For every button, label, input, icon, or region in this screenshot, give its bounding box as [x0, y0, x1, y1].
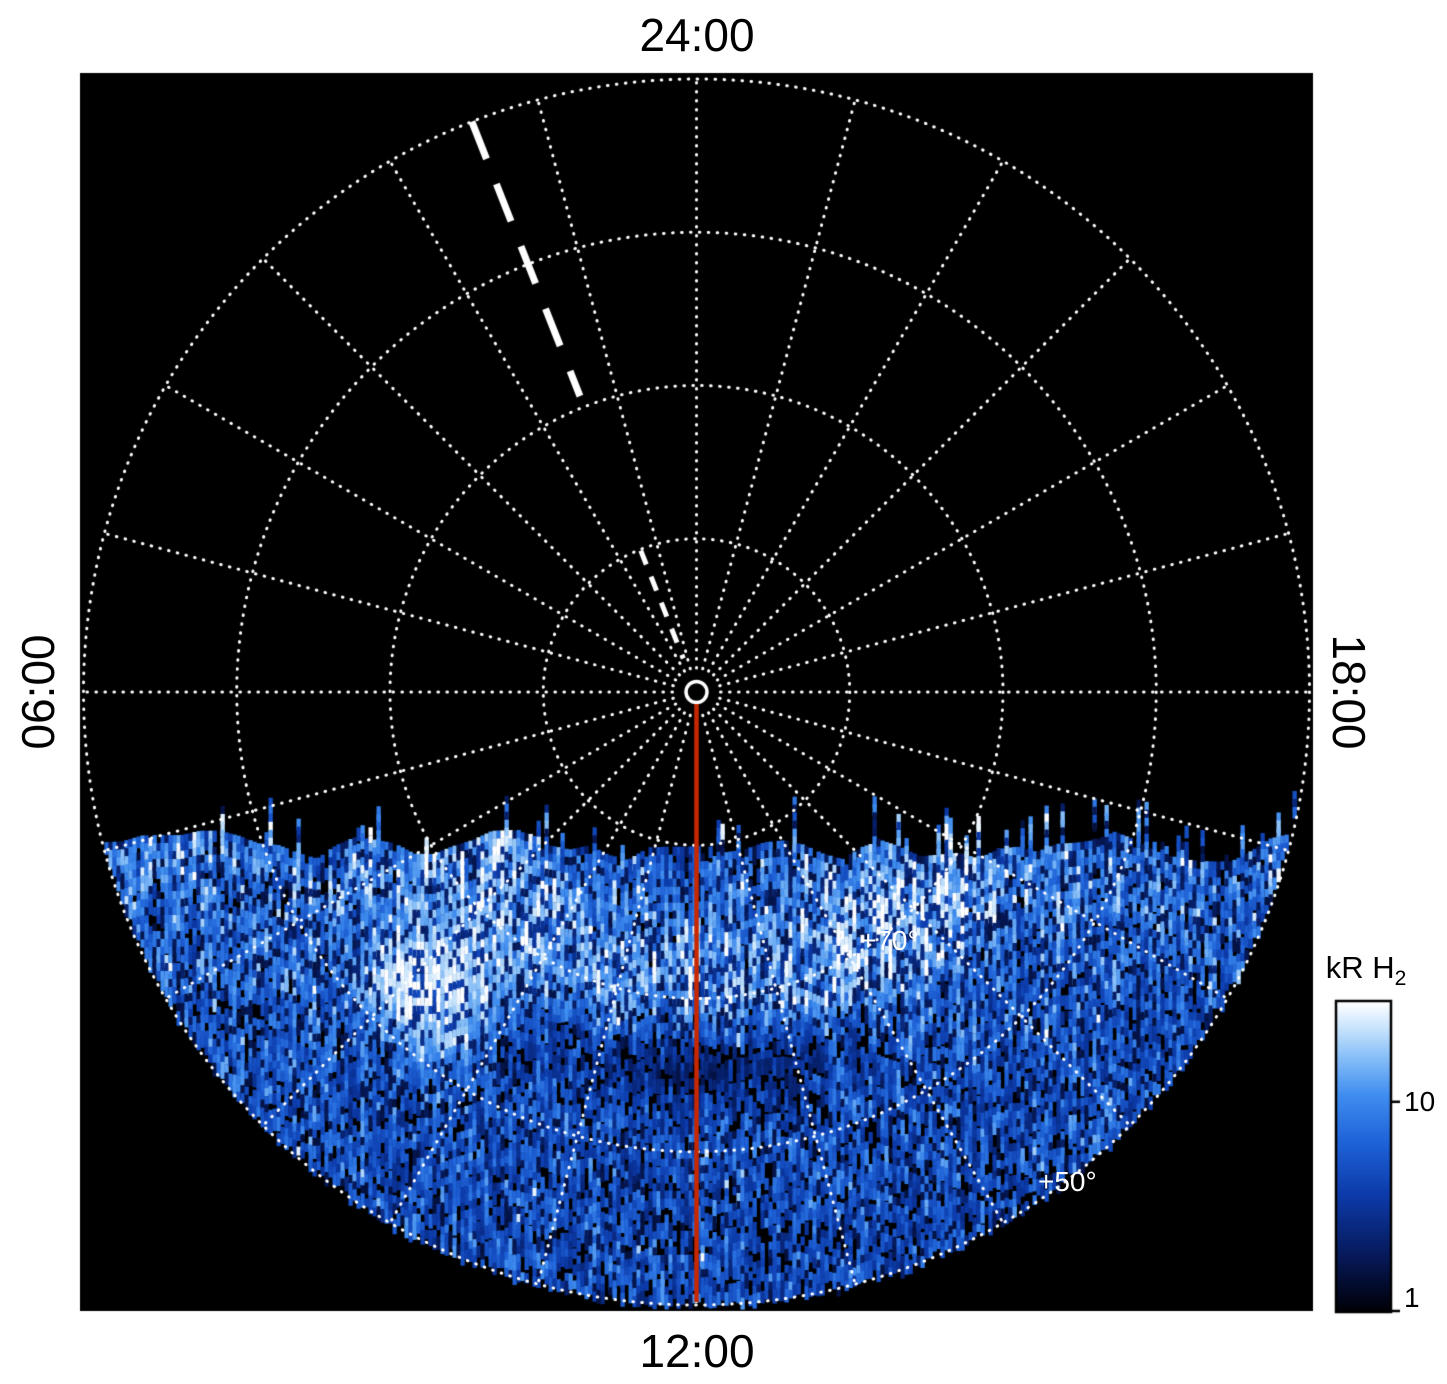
colorbar-tick-10: 10 [1404, 1086, 1436, 1117]
colorbar-title-text: kR H [1325, 950, 1395, 985]
time-label-0600: 06:00 [12, 634, 64, 750]
latitude-label-70: +70° [860, 925, 919, 956]
colorbar-title: kR H2 [1326, 952, 1407, 989]
latitude-label-50: +50° [1038, 1166, 1097, 1197]
time-label-2400: 24:00 [639, 9, 755, 61]
colorbar-title-subscript: 2 [1394, 967, 1407, 991]
time-label-1200: 12:00 [639, 1325, 755, 1377]
colorbar-tick-1: 1 [1404, 1282, 1420, 1313]
time-label-1800: 18:00 [1323, 634, 1375, 750]
